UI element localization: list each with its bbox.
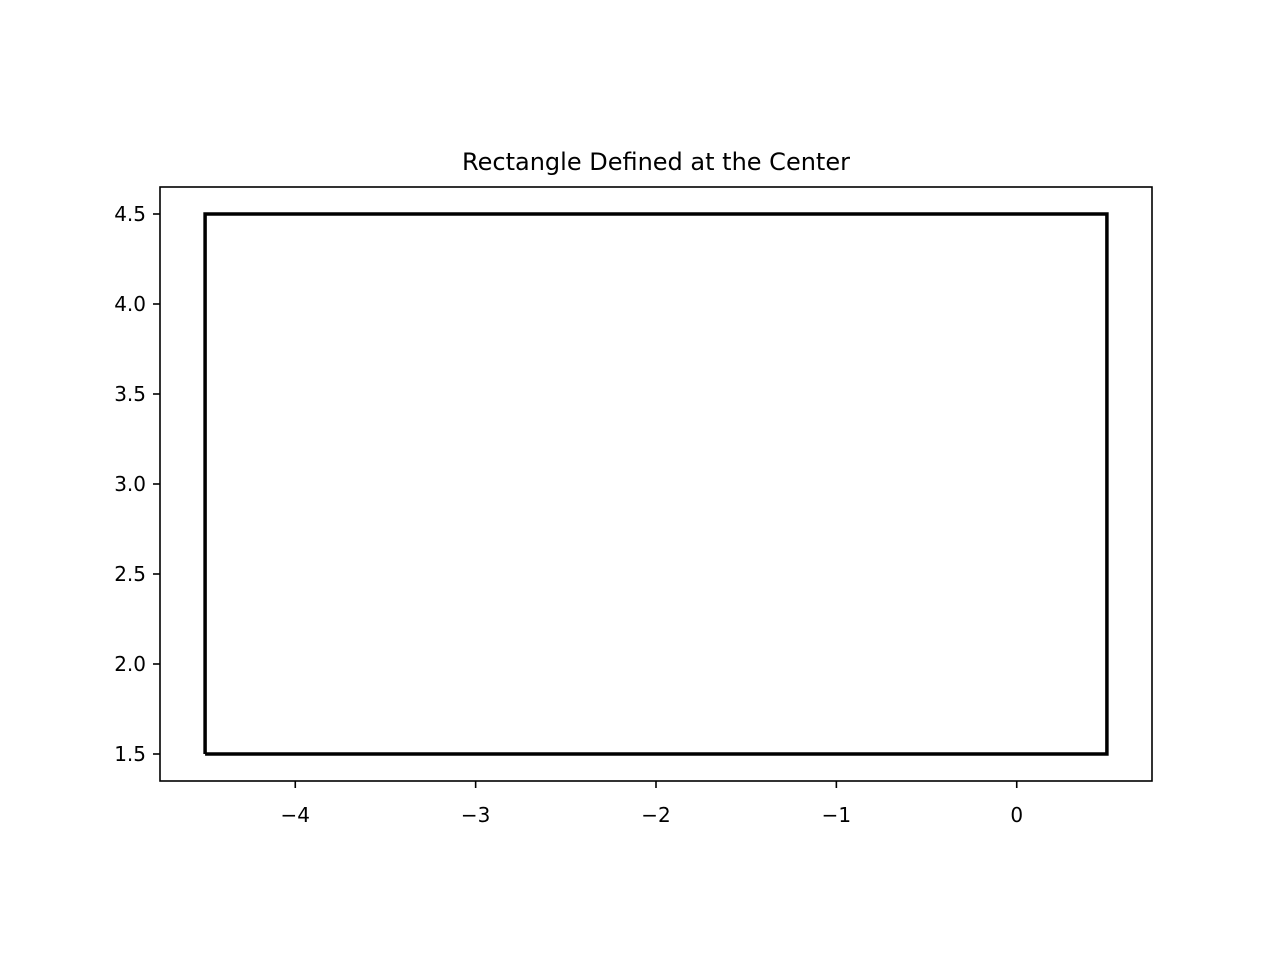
- y-tick-label: 3.5: [114, 382, 146, 406]
- rectangle-outline: [203, 212, 1109, 756]
- x-axis-ticks: −4 −3 −2 −1 0: [281, 781, 1023, 827]
- x-tick-label: −4: [281, 803, 310, 827]
- axes-frame: [159, 186, 1153, 782]
- y-tick-label: 4.0: [114, 292, 146, 316]
- plot-area: [203, 212, 1109, 756]
- y-tick-label: 2.0: [114, 652, 146, 676]
- y-axis-ticks: 1.5 2.0 2.5 3.0 3.5 4.0 4.5: [114, 202, 160, 766]
- x-tick-label: −1: [822, 803, 851, 827]
- y-tick-label: 4.5: [114, 202, 146, 226]
- x-tick-label: −3: [461, 803, 490, 827]
- chart-title: Rectangle Defined at the Center: [462, 148, 850, 176]
- y-tick-label: 3.0: [114, 472, 146, 496]
- y-tick-label: 2.5: [114, 562, 146, 586]
- x-tick-label: 0: [1010, 803, 1023, 827]
- x-tick-label: −2: [641, 803, 670, 827]
- y-tick-label: 1.5: [114, 742, 146, 766]
